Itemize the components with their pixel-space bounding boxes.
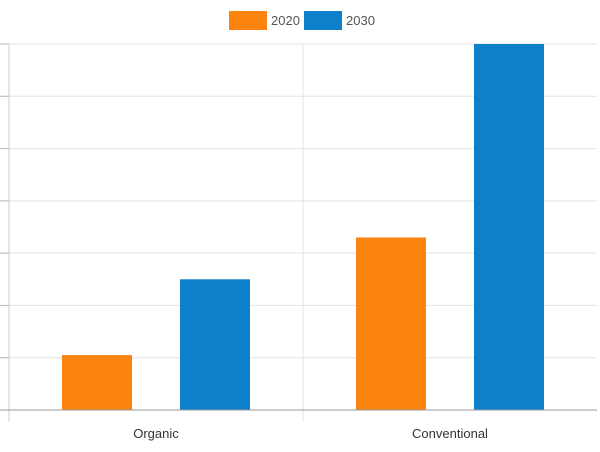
legend-swatch-2020[interactable] [229, 11, 267, 30]
x-axis-tick-labels: Organic Conventional [133, 426, 488, 441]
bar-organic-2020[interactable] [62, 355, 132, 410]
axes [0, 44, 597, 422]
chart-legend: 2020 2030 [229, 11, 375, 30]
x-tick-label-organic: Organic [133, 426, 179, 441]
legend-swatch-2030[interactable] [304, 11, 342, 30]
bar-conventional-2020[interactable] [356, 237, 426, 410]
bar-conventional-2030[interactable] [474, 44, 544, 410]
legend-label-2020: 2020 [271, 13, 300, 28]
x-tick-label-conventional: Conventional [412, 426, 488, 441]
bar-organic-2030[interactable] [180, 279, 250, 410]
bars [62, 44, 544, 410]
legend-label-2030: 2030 [346, 13, 375, 28]
